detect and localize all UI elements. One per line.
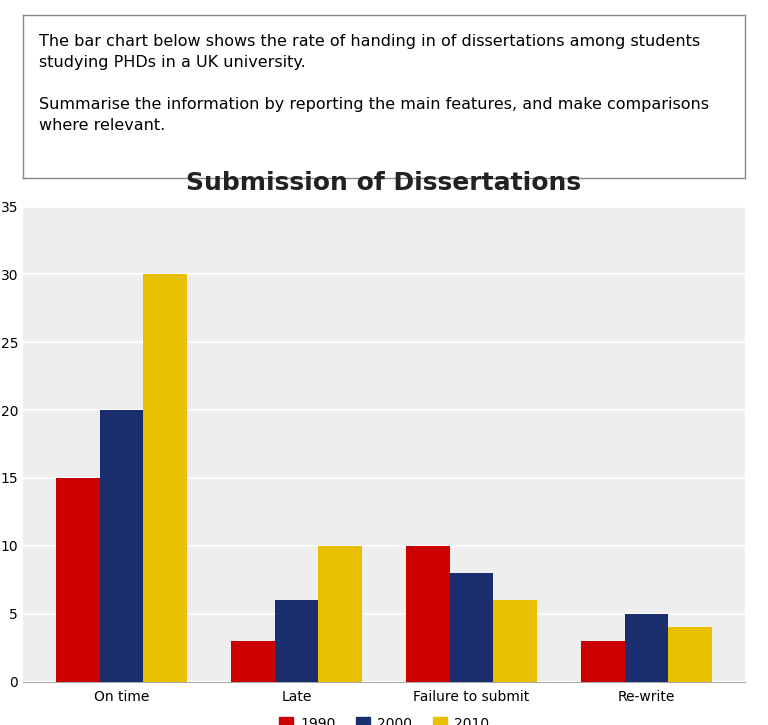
Bar: [100, 410, 144, 682]
Legend: 1990, 2000, 2010: 1990, 2000, 2010: [273, 711, 495, 725]
Bar: [449, 573, 493, 681]
Bar: [624, 613, 668, 682]
Bar: [493, 600, 537, 682]
Bar: [144, 275, 187, 682]
Bar: [231, 641, 275, 681]
Text: The bar chart below shows the rate of handing in of dissertations among students: The bar chart below shows the rate of ha…: [39, 34, 709, 133]
Title: Submission of Dissertations: Submission of Dissertations: [187, 171, 581, 195]
Bar: [406, 546, 449, 681]
Bar: [56, 478, 100, 682]
Bar: [668, 627, 712, 682]
Bar: [319, 546, 362, 681]
Bar: [275, 600, 319, 682]
Bar: [581, 641, 624, 681]
